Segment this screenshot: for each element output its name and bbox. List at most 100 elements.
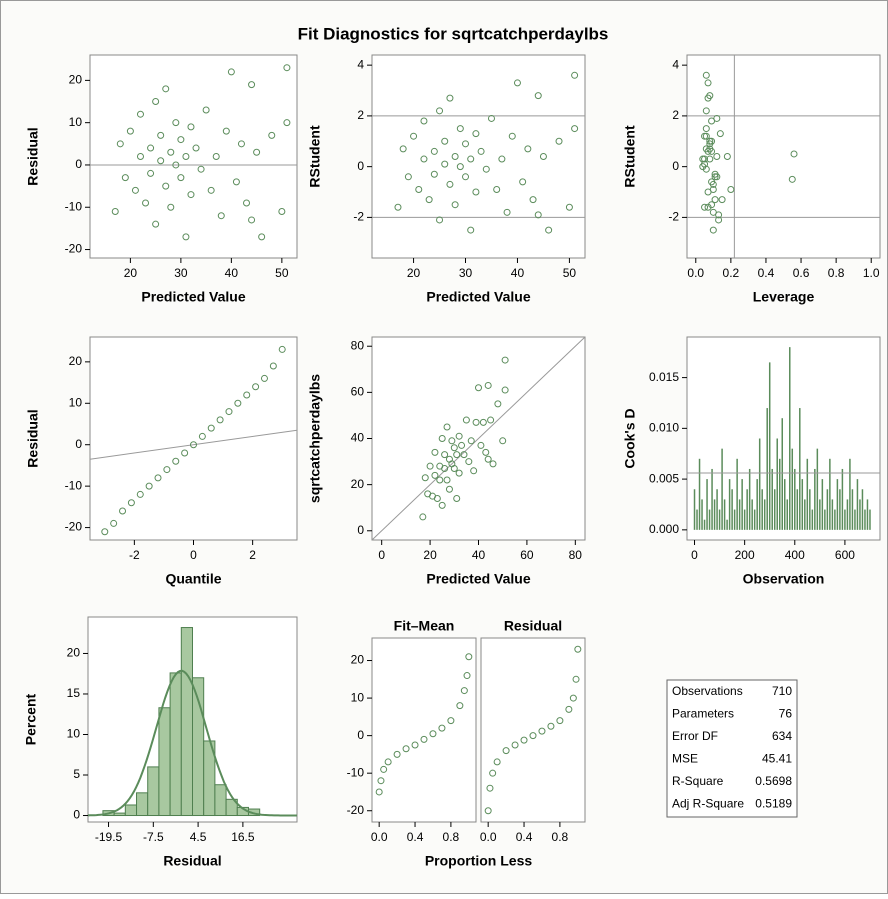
- point: [420, 155, 428, 163]
- y-tick-label: -10: [65, 199, 83, 213]
- point: [402, 745, 410, 753]
- point: [534, 211, 542, 219]
- point: [441, 464, 449, 472]
- point: [232, 178, 240, 186]
- point: [443, 423, 451, 431]
- plot-area: [686, 54, 881, 259]
- point: [487, 416, 495, 424]
- point: [126, 127, 134, 135]
- density-curve: [87, 669, 297, 817]
- point: [430, 147, 438, 155]
- point: [443, 476, 451, 484]
- x-tick-label: 40: [225, 266, 239, 280]
- y-tick-label: 20: [69, 354, 83, 368]
- point: [431, 471, 439, 479]
- point: [375, 788, 383, 796]
- point: [569, 694, 577, 702]
- point: [268, 131, 276, 139]
- point: [708, 137, 716, 145]
- point: [431, 448, 439, 456]
- point: [216, 416, 224, 424]
- point: [167, 148, 175, 156]
- x-axis-label: Leverage: [753, 289, 815, 305]
- y-tick-label: 10: [69, 115, 83, 129]
- point: [702, 165, 710, 173]
- x-tick-label: 0.2: [723, 266, 740, 280]
- point: [157, 157, 165, 165]
- y-tick-label: -2: [668, 210, 679, 224]
- point: [704, 79, 712, 87]
- point: [565, 705, 573, 713]
- bar: [147, 766, 160, 817]
- x-tick-label: 0.0: [687, 266, 704, 280]
- point: [704, 203, 712, 211]
- bar: [124, 804, 138, 817]
- stat-value: 76: [779, 707, 793, 721]
- plot-area: [89, 336, 298, 541]
- y-tick-label: 2: [357, 108, 364, 122]
- y-tick-label: 4: [357, 57, 364, 71]
- point: [460, 451, 468, 459]
- stat-name: Adj R-Square: [672, 797, 744, 811]
- y-axis-label: Residual: [25, 409, 41, 467]
- point: [190, 441, 197, 449]
- diagonal-line: [371, 336, 586, 541]
- point: [702, 107, 710, 115]
- y-tick-label: 15: [67, 686, 81, 700]
- point: [121, 174, 129, 182]
- x-tick-label: 0.6: [793, 266, 810, 280]
- x-axis-label: Predicted Value: [426, 289, 530, 305]
- point: [182, 153, 190, 160]
- point: [187, 123, 195, 131]
- point: [701, 155, 709, 163]
- point: [283, 119, 291, 127]
- point: [462, 173, 470, 181]
- point: [706, 155, 714, 163]
- x-axis-label: Predicted Value: [141, 289, 245, 305]
- point: [709, 226, 717, 234]
- point: [258, 233, 266, 241]
- point: [384, 758, 392, 766]
- point: [475, 384, 482, 392]
- point: [511, 741, 519, 749]
- point: [436, 476, 444, 484]
- point: [177, 136, 185, 144]
- x-tick-label: 20: [407, 266, 421, 280]
- point: [243, 199, 251, 207]
- point: [555, 137, 563, 145]
- point: [172, 119, 180, 127]
- y-axis-label: Residual: [25, 127, 41, 185]
- stat-value: 710: [772, 684, 792, 698]
- point: [441, 137, 449, 145]
- x-tick-label: 40: [511, 266, 525, 280]
- point: [571, 125, 579, 133]
- x-tick-label: 40: [472, 548, 486, 562]
- y-axis-label: sqrtcatchperdaylbs: [307, 374, 323, 503]
- point: [462, 140, 470, 148]
- point: [182, 233, 190, 241]
- point: [154, 474, 162, 482]
- point: [453, 494, 461, 502]
- y-tick-label: 0: [357, 728, 364, 742]
- bar: [169, 672, 182, 817]
- x-tick-label: 50: [275, 266, 289, 280]
- point: [465, 458, 473, 466]
- x-tick-label: 0: [691, 548, 698, 562]
- x-tick-label: -7.5: [143, 830, 164, 844]
- point: [445, 485, 453, 493]
- point: [136, 153, 144, 160]
- point: [450, 444, 458, 452]
- point: [197, 165, 205, 173]
- stats-table: [666, 679, 798, 818]
- point: [441, 451, 449, 459]
- x-tick-label: 16.5: [231, 830, 255, 844]
- point: [574, 645, 582, 653]
- stat-name: Error DF: [672, 729, 718, 743]
- x-axis-label: Proportion Less: [425, 853, 533, 869]
- point: [451, 153, 459, 160]
- point: [451, 201, 459, 209]
- point: [248, 81, 256, 89]
- point: [198, 432, 206, 440]
- point: [456, 702, 464, 710]
- point: [436, 107, 444, 115]
